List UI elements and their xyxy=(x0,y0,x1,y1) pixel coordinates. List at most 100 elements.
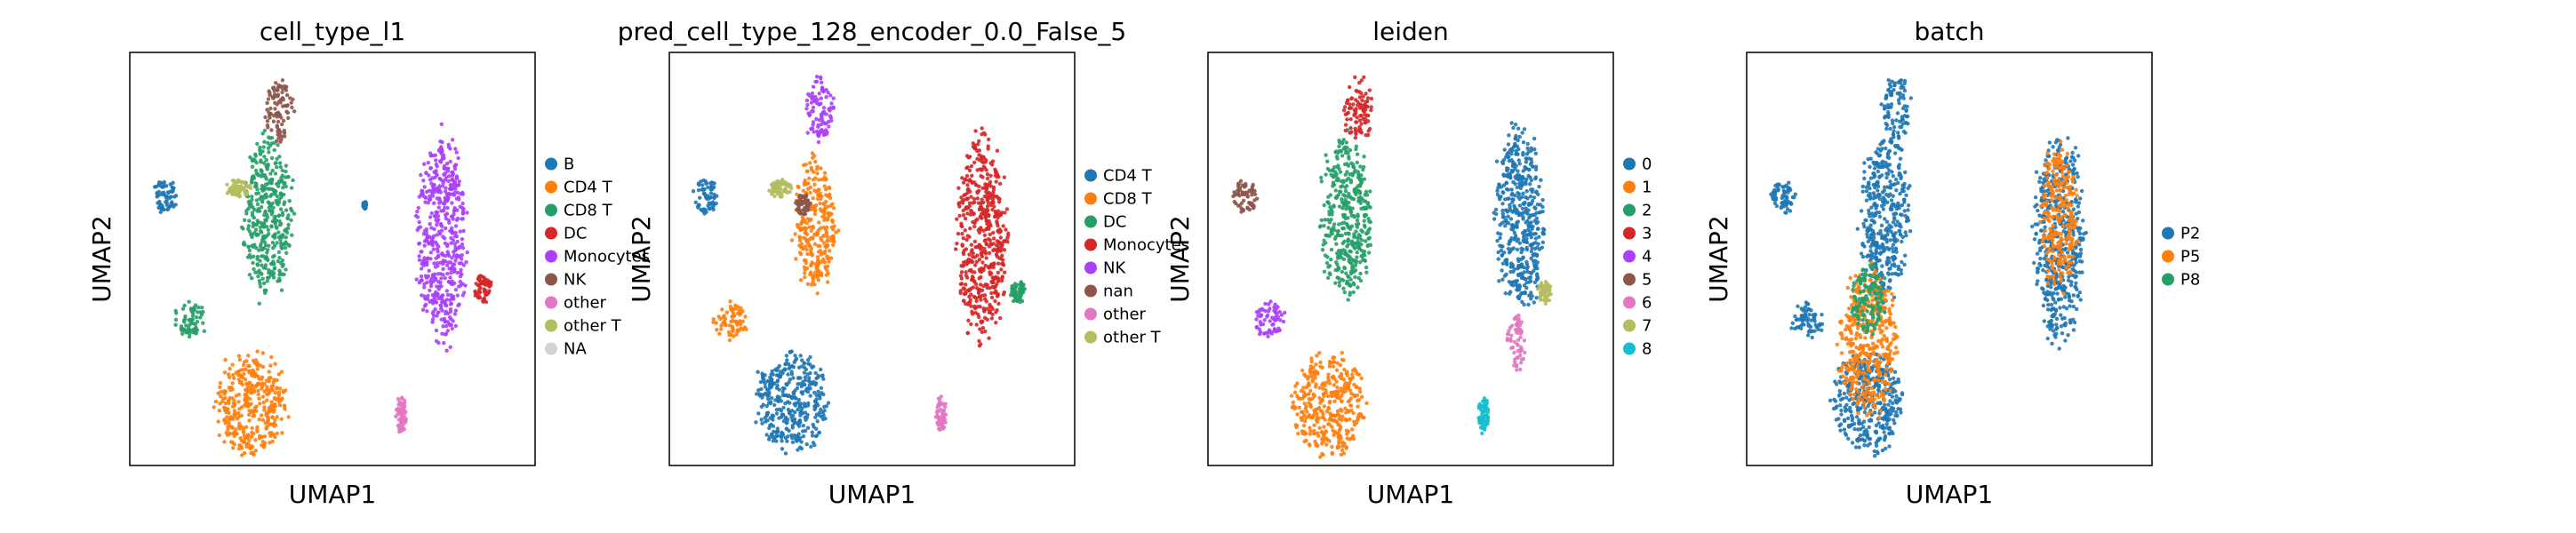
scatter-point-1 xyxy=(1315,354,1319,358)
scatter-point-3 xyxy=(1362,109,1366,115)
scatter-point-monocytes xyxy=(445,195,450,200)
scatter-point-monocytes xyxy=(455,293,460,298)
scatter-point-cd8-t xyxy=(253,270,258,274)
scatter-point-2 xyxy=(1364,270,1369,274)
scatter-point-cd4-t xyxy=(702,211,707,216)
scatter-point-nk xyxy=(263,115,268,120)
scatter-point-cd8-t xyxy=(738,319,742,323)
scatter-point-2 xyxy=(1354,147,1358,152)
scatter-point-0 xyxy=(1521,153,1525,157)
scatter-point-monocytes xyxy=(996,245,1001,250)
scatter-point-monocytes xyxy=(965,183,970,187)
scatter-point-monocytes xyxy=(988,179,993,185)
scatter-point-dc xyxy=(474,291,478,296)
scatter-point-cd4-t xyxy=(283,404,287,409)
scatter-point-monocytes xyxy=(989,271,994,275)
scatter-point-cd4-t xyxy=(228,424,232,428)
scatter-point-0 xyxy=(1495,238,1500,243)
scatter-point-monocytes xyxy=(989,295,995,300)
scatter-point-nan xyxy=(802,195,806,200)
scatter-point-2 xyxy=(1362,199,1366,203)
scatter-point-b xyxy=(164,203,170,208)
scatter-point-cd4-t xyxy=(790,440,796,444)
scatter-point-nk xyxy=(826,91,830,95)
scatter-point-cd8-t xyxy=(279,221,284,227)
scatter-point-cd4-t xyxy=(821,377,826,381)
scatter-point-cd4-t xyxy=(283,388,288,393)
scatter-point-cd8-t xyxy=(728,305,733,309)
scatter-point-cd8-t xyxy=(811,273,815,277)
scatter-point-dc xyxy=(1012,282,1018,286)
scatter-point-monocytes xyxy=(432,261,436,266)
scatter-point-2 xyxy=(1348,250,1354,254)
scatter-point-cd4-t xyxy=(691,189,696,194)
scatter-point-0 xyxy=(1517,293,1523,298)
scatter-point-cd4-t xyxy=(796,407,800,412)
scatter-point-cd8-t xyxy=(826,238,830,243)
scatter-point-cd8-t xyxy=(246,244,251,250)
scatter-point-0 xyxy=(1522,265,1526,270)
scatter-point-0 xyxy=(1539,178,1543,182)
scatter-point-3 xyxy=(1361,94,1365,99)
scatter-point-5 xyxy=(1247,201,1252,205)
x-axis-label: UMAP1 xyxy=(828,480,916,509)
scatter-point-monocytes xyxy=(460,246,466,251)
scatter-point-cd4-t xyxy=(696,187,701,193)
scatter-point-cd8-t xyxy=(803,230,807,235)
scatter-point-monocytes xyxy=(444,289,449,293)
scatter-point-0 xyxy=(1508,290,1513,294)
scatter-point-0 xyxy=(1500,190,1505,195)
scatter-point-nk xyxy=(824,128,828,132)
legend-marker xyxy=(545,342,557,355)
scatter-point-4 xyxy=(1277,310,1282,314)
scatter-point-0 xyxy=(1529,178,1534,183)
scatter-point-2 xyxy=(1319,175,1324,180)
scatter-point-nk xyxy=(806,91,811,97)
scatter-point-cd8-t xyxy=(815,275,820,280)
scatter-point-monocytes xyxy=(435,223,439,227)
scatter-point-monocytes xyxy=(440,331,444,336)
scatter-point-b xyxy=(173,203,178,207)
scatter-point-cd8-t xyxy=(731,314,735,319)
legend-label: CD8 T xyxy=(564,202,613,220)
scatter-point-cd4-t xyxy=(787,428,791,434)
scatter-point-cd8-t xyxy=(822,211,827,216)
scatter-point-0 xyxy=(1520,206,1525,211)
scatter-point-1 xyxy=(1359,376,1364,381)
scatter-point-b xyxy=(165,207,170,211)
scatter-point-2 xyxy=(1343,172,1348,177)
scatter-point-cd8-t xyxy=(250,197,254,203)
scatter-point-nk xyxy=(269,128,274,132)
scatter-point-cd8-t xyxy=(731,311,736,315)
scatter-point-cd8-t xyxy=(191,311,196,315)
scatter-point-6 xyxy=(1516,317,1521,322)
scatter-point-cd8-t xyxy=(711,317,716,322)
scatter-point-cd8-t xyxy=(289,186,294,190)
scatter-point-2 xyxy=(1325,275,1331,280)
scatter-point-1 xyxy=(1309,356,1314,361)
scatter-point-0 xyxy=(1497,195,1501,200)
scatter-point-cd8-t xyxy=(279,288,284,292)
scatter-point-0 xyxy=(1507,133,1511,138)
scatter-point-monocytes xyxy=(959,221,964,226)
scatter-point-monocytes xyxy=(985,191,990,196)
scatter-point-monocytes xyxy=(961,213,966,218)
scatter-point-cd4-t xyxy=(280,431,284,435)
scatter-point-cd8-t xyxy=(263,210,268,215)
scatter-point-cd4-t xyxy=(276,396,281,402)
scatter-point-0 xyxy=(1514,234,1518,238)
scatter-point-monocytes xyxy=(964,173,970,179)
scatter-point-cd4-t xyxy=(236,377,241,382)
scatter-point-cd8-t xyxy=(192,330,197,335)
scatter-point-cd4-t xyxy=(222,390,227,394)
scatter-point-nk xyxy=(807,113,812,118)
scatter-point-cd4-t xyxy=(232,409,237,413)
scatter-point-0 xyxy=(1540,240,1546,244)
scatter-point-cd4-t xyxy=(814,426,819,431)
scatter-point-monocytes xyxy=(435,210,440,215)
scatter-point-cd8-t xyxy=(809,167,814,172)
scatter-point-cd8-t xyxy=(255,187,260,192)
scatter-point-cd4-t xyxy=(807,383,812,387)
scatter-point-0 xyxy=(1540,204,1545,210)
scatter-point-2 xyxy=(1337,283,1342,288)
